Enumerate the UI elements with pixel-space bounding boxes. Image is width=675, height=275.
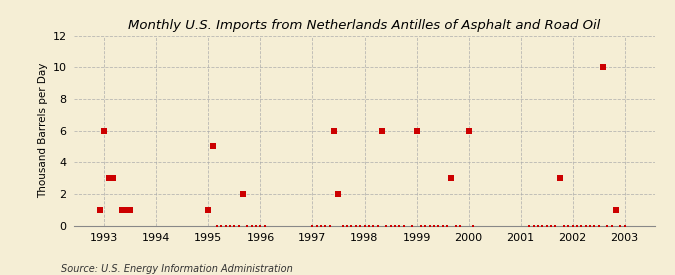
Point — [316, 223, 327, 228]
Point — [259, 223, 270, 228]
Point — [545, 223, 556, 228]
Point — [411, 128, 422, 133]
Point — [103, 176, 114, 180]
Point — [429, 223, 439, 228]
Point — [212, 223, 223, 228]
Point — [554, 176, 565, 180]
Y-axis label: Thousand Barrels per Day: Thousand Barrels per Day — [38, 63, 49, 198]
Point — [528, 223, 539, 228]
Point — [311, 223, 322, 228]
Point — [116, 207, 127, 212]
Point — [342, 223, 352, 228]
Point — [125, 207, 136, 212]
Point — [537, 223, 547, 228]
Point — [99, 128, 110, 133]
Point — [95, 207, 105, 212]
Point — [338, 223, 348, 228]
Point — [558, 223, 569, 228]
Title: Monthly U.S. Imports from Netherlands Antilles of Asphalt and Road Oil: Monthly U.S. Imports from Netherlands An… — [128, 19, 601, 32]
Point — [320, 223, 331, 228]
Point — [597, 65, 608, 70]
Point — [541, 223, 552, 228]
Point — [463, 128, 474, 133]
Point — [108, 176, 119, 180]
Point — [424, 223, 435, 228]
Point — [572, 223, 583, 228]
Point — [606, 223, 617, 228]
Point — [454, 223, 465, 228]
Point — [333, 192, 344, 196]
Point — [325, 223, 335, 228]
Point — [389, 223, 400, 228]
Text: Source: U.S. Energy Information Administration: Source: U.S. Energy Information Administ… — [61, 264, 292, 274]
Point — [234, 223, 244, 228]
Point — [533, 223, 543, 228]
Point — [329, 128, 340, 133]
Point — [407, 223, 418, 228]
Point — [203, 207, 214, 212]
Point — [593, 223, 604, 228]
Point — [255, 223, 266, 228]
Point — [398, 223, 409, 228]
Point — [450, 223, 461, 228]
Point — [207, 144, 218, 148]
Point — [359, 223, 370, 228]
Point — [433, 223, 443, 228]
Point — [121, 207, 132, 212]
Point — [368, 223, 379, 228]
Point — [610, 207, 621, 212]
Point — [420, 223, 431, 228]
Point — [446, 176, 456, 180]
Point — [437, 223, 448, 228]
Point — [225, 223, 236, 228]
Point — [216, 223, 227, 228]
Point — [550, 223, 561, 228]
Point — [346, 223, 357, 228]
Point — [602, 223, 613, 228]
Point — [355, 223, 366, 228]
Point — [238, 192, 248, 196]
Point — [563, 223, 574, 228]
Point — [363, 223, 374, 228]
Point — [381, 223, 392, 228]
Point — [350, 223, 361, 228]
Point — [377, 128, 387, 133]
Point — [385, 223, 396, 228]
Point — [619, 223, 630, 228]
Point — [394, 223, 404, 228]
Point — [576, 223, 587, 228]
Point — [524, 223, 535, 228]
Point — [585, 223, 595, 228]
Point — [250, 223, 261, 228]
Point — [242, 223, 253, 228]
Point — [307, 223, 318, 228]
Point — [372, 223, 383, 228]
Point — [246, 223, 257, 228]
Point — [220, 223, 231, 228]
Point — [415, 223, 426, 228]
Point — [468, 223, 479, 228]
Point — [589, 223, 599, 228]
Point — [580, 223, 591, 228]
Point — [229, 223, 240, 228]
Point — [441, 223, 452, 228]
Point — [567, 223, 578, 228]
Point — [615, 223, 626, 228]
